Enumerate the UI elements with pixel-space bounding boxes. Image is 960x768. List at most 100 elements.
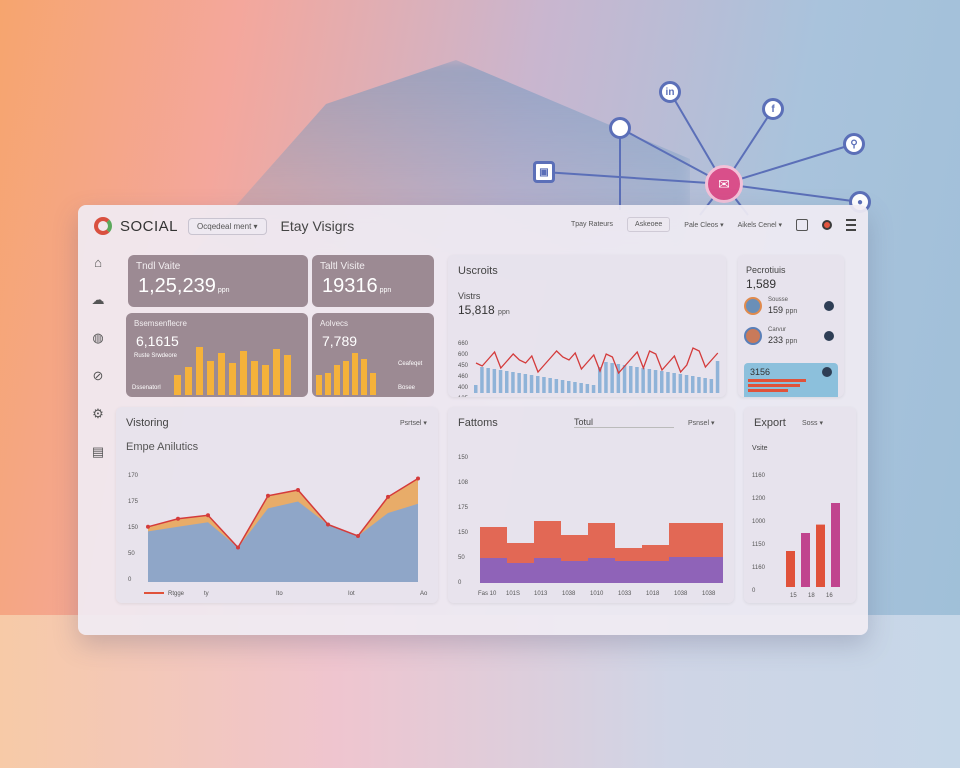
avatar xyxy=(744,297,762,315)
stat-unit: ppn xyxy=(217,287,230,294)
stacked-bar-top xyxy=(588,523,615,558)
stat-label: Tndl Vaite xyxy=(136,261,181,272)
chart-bar xyxy=(517,373,521,393)
stacked-bar-base xyxy=(480,558,507,583)
stacked-bar-base xyxy=(615,561,642,583)
globe-icon[interactable]: ◍ xyxy=(92,330,104,345)
stat-sub: Ruste Srwdeore xyxy=(134,353,178,359)
filter-dropdown[interactable]: Soss ▾ xyxy=(802,420,824,427)
chart-bar xyxy=(548,378,552,393)
fattoms-card: Fattoms Totul Psnsel ▾ 150 108 175 150 50 0 Fa… xyxy=(448,407,734,603)
y-tick-label: 1150 xyxy=(752,542,766,548)
stacked-bar-base xyxy=(588,558,615,583)
chart-bar xyxy=(672,373,676,393)
total-select[interactable]: Totul xyxy=(574,417,674,428)
block-icon[interactable]: ⊘ xyxy=(92,368,104,383)
y-tick-label: 1160 xyxy=(752,473,766,479)
stacked-bar-base xyxy=(534,558,561,583)
toolbar-item-3[interactable]: Pale Cleos ▾ xyxy=(684,221,724,229)
row-unit: ppn xyxy=(785,338,798,345)
progress-bar xyxy=(748,379,806,382)
y-tick-label: 1000 xyxy=(752,519,766,525)
x-tick-label: 1038 xyxy=(702,591,716,597)
x-tick-label: Ito xyxy=(276,591,283,597)
chart-bar xyxy=(697,377,701,393)
x-tick-label: 16 xyxy=(826,593,833,599)
data-point xyxy=(176,516,180,521)
stat-label: Taltl Visite xyxy=(320,261,365,272)
view-dropdown[interactable]: Ocqedeal ment ▾ xyxy=(188,217,267,235)
toolbar-item-1[interactable]: Tpay Rateurs xyxy=(571,221,614,228)
mini-bar-chart xyxy=(316,353,376,395)
x-tick-label: Ao xyxy=(420,591,428,597)
row-value: 233 ppn xyxy=(768,335,797,345)
stacked-bar-base xyxy=(642,561,669,583)
chart-bar xyxy=(573,382,577,393)
toolbar-item-4[interactable]: Aikels Cenel ▾ xyxy=(737,221,782,229)
chart-bar xyxy=(678,374,683,393)
arrow-icon[interactable] xyxy=(824,331,834,341)
stacked-bar-top xyxy=(642,545,669,561)
y-tick-label: 135 xyxy=(458,396,469,397)
mini-bar xyxy=(370,373,376,395)
chart-bar xyxy=(474,385,478,393)
y-tick-label: 150 xyxy=(458,455,469,461)
chart-bar xyxy=(666,372,670,393)
progress-bar xyxy=(748,389,788,392)
background-floor xyxy=(0,615,960,768)
chart-bar xyxy=(709,379,714,393)
filter-dropdown[interactable]: Psnsel ▾ xyxy=(688,420,715,427)
stat-value: 1,25,239 ppn xyxy=(138,275,230,298)
avatar xyxy=(744,327,762,345)
chart-bar xyxy=(641,368,645,393)
filter-dropdown[interactable]: Psrtsel ▾ xyxy=(400,420,427,427)
y-tick-label: 460 xyxy=(458,374,469,380)
filter-label: Psnsel xyxy=(688,420,710,427)
arrow-icon[interactable] xyxy=(822,367,832,377)
series-line xyxy=(147,477,419,549)
chart-bar xyxy=(579,383,583,393)
highlight-value: 3156 xyxy=(750,367,771,377)
stat-sub: Ceafeqet xyxy=(398,361,423,367)
data-point xyxy=(386,494,390,499)
filter-label: Psrtsel xyxy=(400,420,422,427)
mini-bar xyxy=(262,365,269,395)
menu-icon[interactable] xyxy=(846,218,856,231)
mini-bar xyxy=(352,353,358,395)
record-icon[interactable] xyxy=(822,219,832,230)
x-tick-label: Fas 10 xyxy=(478,591,497,597)
gear-icon[interactable]: ⚙ xyxy=(92,406,104,421)
chart-bar xyxy=(703,378,707,393)
data-point xyxy=(236,545,240,550)
row-value-number: 159 xyxy=(768,305,784,315)
chart-bar xyxy=(554,379,559,393)
card-title: Fattoms xyxy=(458,417,498,429)
progress-bar xyxy=(748,384,800,387)
card-title: Export xyxy=(754,417,786,429)
home-icon[interactable]: ⌂ xyxy=(94,255,102,270)
chat-icon[interactable]: ▤ xyxy=(91,444,105,459)
chart-bar xyxy=(715,361,720,393)
stacked-bar-top xyxy=(696,523,723,557)
toolbar-button-2[interactable]: Askeoee xyxy=(627,217,671,232)
x-tick-label: 1038 xyxy=(562,591,576,597)
row-value: 159 ppn xyxy=(768,305,797,315)
stat-value-number: 19316 xyxy=(322,275,378,297)
cloud-icon[interactable]: ☁ xyxy=(91,292,105,307)
y-tick-label: 50 xyxy=(458,555,465,561)
x-tick-label: 1038 xyxy=(674,591,688,597)
card-title: Uscroits xyxy=(458,265,498,277)
export-bar xyxy=(831,503,840,587)
data-point xyxy=(146,524,150,529)
mini-bar xyxy=(185,367,192,395)
export-card: Export Soss ▾ Vsite 1160 1200 1000 1150 1160… xyxy=(744,407,856,603)
y-tick-label: 0 xyxy=(128,577,132,583)
x-tick-label: 15 xyxy=(790,593,797,599)
stat-card-total-visits: Tndl Vaite 1,25,239 ppn xyxy=(128,255,308,307)
window-icon[interactable] xyxy=(796,218,808,231)
arrow-icon[interactable] xyxy=(824,301,834,311)
card-sub: Vsite xyxy=(752,445,768,452)
metric-value-number: 15,818 xyxy=(458,303,495,317)
chart-bar xyxy=(610,363,614,393)
profile-card: Pecrotiuis 1,589 Sousse 159 ppn Carvur 2… xyxy=(738,255,844,397)
